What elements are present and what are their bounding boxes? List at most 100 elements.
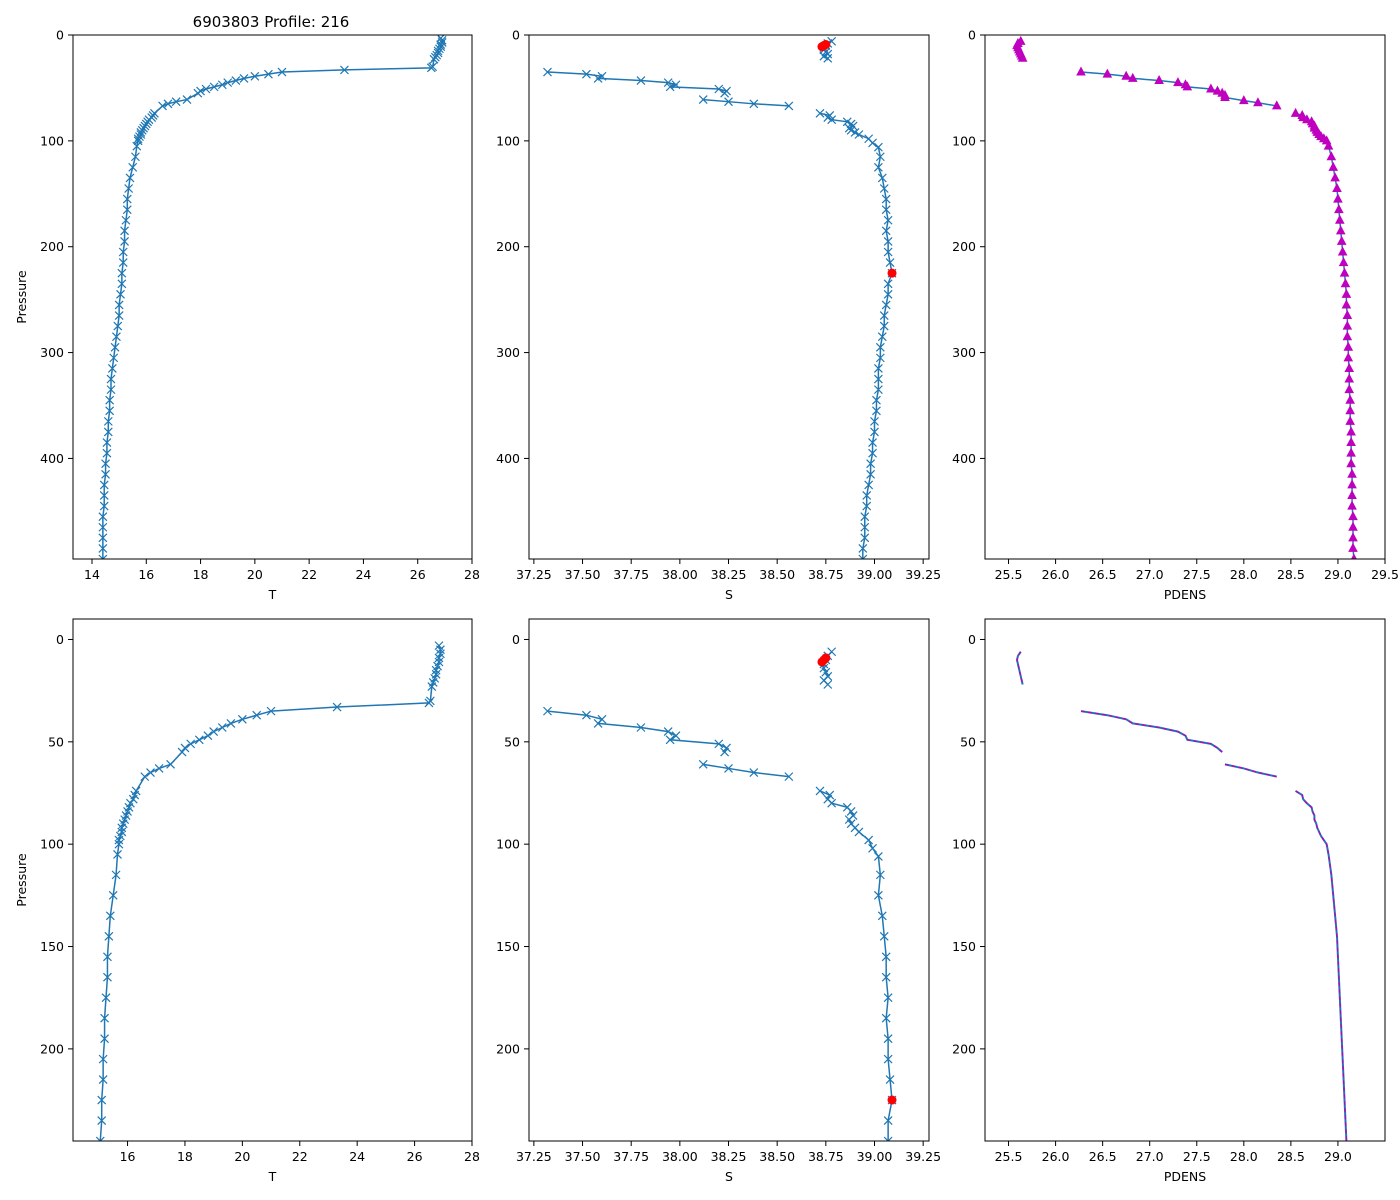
data-point-1-27 bbox=[171, 97, 181, 107]
x-tick-label: 29.0 bbox=[1324, 1149, 1352, 1164]
data-point-1-77 bbox=[99, 491, 109, 500]
flagged-point-3 bbox=[821, 40, 831, 50]
data-point-1-45 bbox=[131, 152, 140, 162]
data-point-4-13 bbox=[868, 138, 877, 148]
data-point-1-28 bbox=[146, 768, 155, 777]
data-point-4-28 bbox=[883, 1136, 893, 1141]
data-point-4-50 bbox=[860, 522, 870, 532]
data-point-2-5 bbox=[636, 723, 646, 732]
plot-area bbox=[543, 647, 897, 1141]
data-point-1-55 bbox=[118, 258, 128, 268]
data-point-1-68 bbox=[105, 395, 115, 405]
data-point-3-53 bbox=[1348, 542, 1358, 552]
data-point-1-42 bbox=[133, 134, 143, 144]
x-tick-label: 29.0 bbox=[1324, 567, 1352, 582]
data-point-1-67 bbox=[106, 385, 116, 395]
data-point-3-21 bbox=[1334, 204, 1344, 214]
data-point-1-26 bbox=[166, 759, 176, 769]
x-tick-label: 27.5 bbox=[1183, 1149, 1211, 1164]
data-point-1-59 bbox=[114, 300, 124, 310]
data-point-3-22 bbox=[1335, 214, 1345, 224]
flagged-point-4 bbox=[887, 1095, 897, 1105]
x-tick-label: 26.0 bbox=[1042, 1149, 1070, 1164]
x-tick-label: 38.00 bbox=[662, 1149, 698, 1164]
data-point-1-2 bbox=[435, 645, 445, 655]
data-point-1-9 bbox=[823, 53, 833, 63]
data-point-2-9 bbox=[714, 84, 724, 94]
data-point-2-4 bbox=[593, 73, 603, 83]
data-point-1-13 bbox=[424, 698, 434, 708]
data-point-3-45 bbox=[1346, 458, 1356, 468]
y-tick-label: 100 bbox=[496, 133, 520, 148]
data-point-4-46 bbox=[864, 480, 874, 490]
data-point-1-61 bbox=[113, 321, 123, 331]
data-point-4-13 bbox=[868, 843, 877, 853]
x-tick-label: 28.0 bbox=[1230, 567, 1258, 582]
data-point-1-43 bbox=[133, 136, 143, 146]
data-point-4-14 bbox=[873, 142, 883, 152]
data-point-2-6 bbox=[1173, 77, 1183, 87]
data-point-4-37 bbox=[873, 385, 883, 395]
x-tick-label: 25.5 bbox=[995, 1149, 1023, 1164]
data-point-4-27 bbox=[883, 279, 893, 289]
data-point-2-15 bbox=[1253, 97, 1263, 107]
x-axis-label: S bbox=[725, 587, 733, 602]
x-tick-label: 39.00 bbox=[857, 1149, 893, 1164]
figure-title: 6903803 Profile: 216 bbox=[193, 13, 350, 31]
data-point-4-4 bbox=[827, 115, 837, 125]
data-point-4-11 bbox=[854, 827, 864, 837]
data-point-1-7 bbox=[431, 665, 441, 675]
data-point-3-24 bbox=[1336, 235, 1347, 245]
data-point-4-35 bbox=[873, 364, 883, 373]
data-point-3-48 bbox=[1347, 489, 1357, 499]
data-point-1-48 bbox=[104, 931, 114, 941]
x-tick-label: 22 bbox=[301, 567, 317, 582]
y-tick-label: 150 bbox=[952, 939, 976, 954]
data-point-1-26 bbox=[182, 95, 192, 104]
data-point-4-33 bbox=[875, 342, 885, 352]
data-point-1-22 bbox=[209, 82, 219, 92]
y-tick-label: 400 bbox=[40, 451, 64, 466]
data-point-4-44 bbox=[866, 459, 876, 469]
data-point-4-45 bbox=[866, 469, 876, 479]
x-tick-label: 37.50 bbox=[565, 1149, 601, 1164]
x-tick-label: 26.5 bbox=[1089, 1149, 1117, 1164]
x-tick-label: 38.00 bbox=[662, 567, 698, 582]
data-point-1-45 bbox=[111, 870, 121, 880]
series-line-1 bbox=[99, 645, 442, 1141]
data-point-2-11 bbox=[720, 747, 730, 757]
x-tick-label: 27.0 bbox=[1136, 567, 1164, 582]
x-tick-label: 39.25 bbox=[905, 567, 941, 582]
data-point-1-47 bbox=[125, 173, 135, 183]
y-tick-label: 100 bbox=[952, 133, 976, 148]
data-point-4-53 bbox=[858, 554, 868, 559]
x-tick-label: 37.25 bbox=[516, 567, 552, 582]
y-tick-label: 100 bbox=[952, 837, 976, 852]
y-tick-label: 50 bbox=[48, 734, 64, 749]
data-point-4-29 bbox=[881, 300, 891, 310]
data-point-3-15 bbox=[1323, 140, 1334, 150]
y-tick-label: 200 bbox=[496, 239, 520, 254]
x-tick-label: 18 bbox=[193, 567, 209, 582]
data-point-3-27 bbox=[1339, 267, 1350, 277]
data-point-1-14 bbox=[340, 65, 349, 75]
data-point-4-22 bbox=[881, 226, 891, 236]
data-point-3-29 bbox=[1341, 288, 1352, 298]
x-tick-label: 27.0 bbox=[1136, 1149, 1164, 1164]
data-point-4-17 bbox=[877, 911, 887, 921]
data-point-2-6 bbox=[663, 727, 673, 737]
data-point-1-42 bbox=[114, 835, 124, 845]
data-point-2-3 bbox=[1121, 70, 1131, 80]
data-point-1-76 bbox=[99, 480, 109, 490]
data-point-1-54 bbox=[118, 247, 128, 257]
data-point-1-17 bbox=[237, 714, 247, 724]
data-point-4-18 bbox=[879, 184, 889, 193]
data-point-1-15 bbox=[266, 706, 276, 716]
data-point-1-22 bbox=[194, 735, 204, 745]
data-point-3-51 bbox=[1348, 521, 1358, 531]
data-point-1-54 bbox=[98, 1054, 108, 1064]
data-point-4-24 bbox=[883, 1054, 893, 1064]
y-tick-label: 150 bbox=[40, 939, 64, 954]
